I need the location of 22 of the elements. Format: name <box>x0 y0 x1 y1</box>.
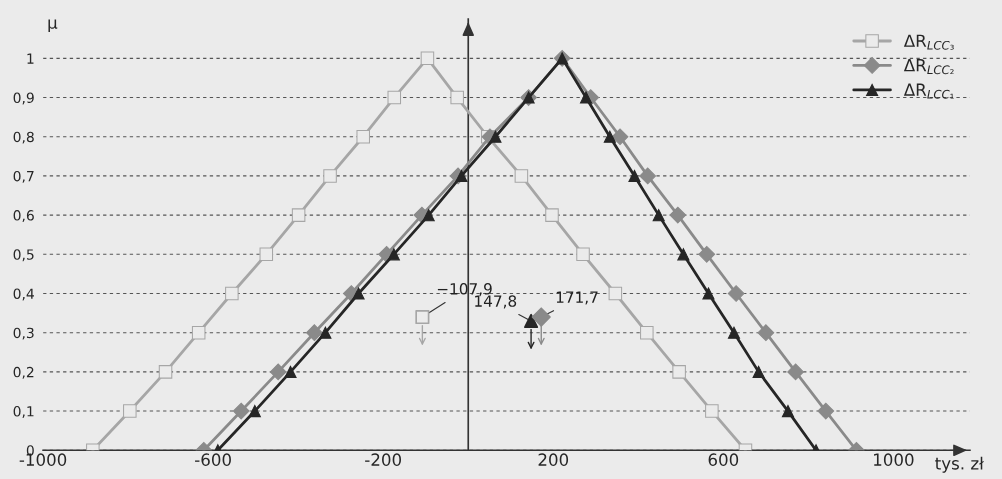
y-tick-label: 0,4 <box>13 288 34 301</box>
y-tick-label: 0,9 <box>13 92 34 105</box>
y-axis-title: μ <box>48 19 58 33</box>
annotation: 147,8 <box>475 295 517 309</box>
y-tick-label: 0,7 <box>13 170 34 183</box>
legend-label: ΔR$_{LCC₃}$ <box>903 34 954 50</box>
x-axis-title: tys. zł <box>935 456 984 473</box>
legend-label: ΔR$_{LCC₁}$ <box>903 83 954 99</box>
x-tick-label: 1000 <box>874 453 914 466</box>
y-tick-label: 0,3 <box>13 327 34 340</box>
y-tick-label: 0,6 <box>13 210 34 223</box>
y-tick-label: 1 <box>27 53 34 64</box>
annotation: 171,7 <box>556 291 598 305</box>
x-tick-label: 200 <box>538 453 569 466</box>
y-tick-label: 0,5 <box>13 249 34 262</box>
x-tick-label: 600 <box>708 453 739 466</box>
y-tick-label: 0,8 <box>13 131 34 144</box>
y-tick-label: 0,2 <box>13 366 34 379</box>
y-tick-label: 0,1 <box>13 406 34 418</box>
legend-label: ΔR$_{LCC₂}$ <box>903 59 954 75</box>
x-tick-label: -600 <box>195 453 231 466</box>
x-tick-label: -200 <box>365 453 402 466</box>
